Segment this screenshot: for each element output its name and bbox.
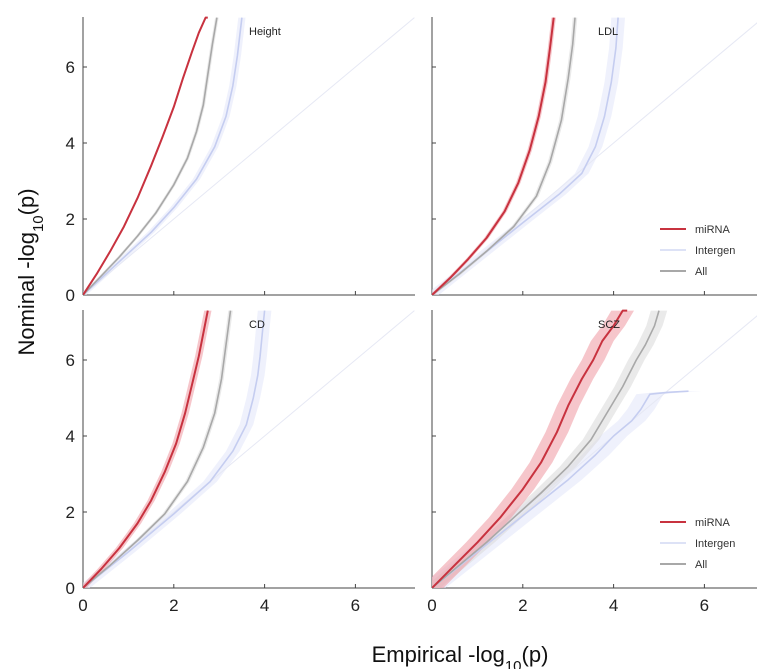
y-tick-label: 2 bbox=[66, 210, 75, 229]
ci-band-mirna bbox=[432, 17, 556, 295]
series-line-intergen bbox=[83, 310, 266, 588]
series-line-all bbox=[432, 310, 660, 588]
panel-0: 0 2 4 6 Height bbox=[66, 16, 415, 305]
series-line-intergen bbox=[432, 390, 689, 588]
ci-band-all bbox=[432, 17, 578, 295]
y-tick-label: 2 bbox=[66, 503, 75, 522]
reference-diagonal bbox=[83, 310, 415, 588]
ci-band-intergen bbox=[432, 391, 703, 588]
legend: miRNA Intergen All bbox=[660, 517, 735, 571]
y-tick-label: 6 bbox=[66, 351, 75, 370]
ci-band-all bbox=[83, 17, 219, 295]
plot-area bbox=[83, 310, 415, 588]
legend-label: All bbox=[695, 559, 707, 571]
plot-area bbox=[432, 17, 757, 295]
panel-1: LDL miRNA Intergen All bbox=[431, 17, 757, 296]
y-tick-label: 4 bbox=[66, 427, 75, 446]
x-tick-label: 0 bbox=[78, 596, 87, 615]
series-line-all bbox=[83, 17, 218, 295]
x-tick-label: 4 bbox=[260, 596, 269, 615]
series-line-mirna bbox=[83, 16, 208, 295]
ci-band-mirna bbox=[432, 310, 639, 588]
legend-label: Intergen bbox=[695, 538, 735, 550]
y-tick-label: 6 bbox=[66, 58, 75, 77]
series-line-mirna bbox=[432, 309, 628, 588]
x-tick-label: 0 bbox=[427, 596, 436, 615]
ci-band-intergen bbox=[83, 17, 246, 295]
series-line-all bbox=[83, 310, 232, 588]
series-line-mirna bbox=[432, 17, 555, 295]
plot-area bbox=[432, 309, 757, 588]
x-tick-label: 6 bbox=[351, 596, 360, 615]
y-tick-label: 4 bbox=[66, 134, 75, 153]
series-line-intergen bbox=[83, 17, 243, 295]
y-tick-label: 0 bbox=[66, 579, 75, 598]
legend-label: All bbox=[695, 266, 707, 278]
y-axis-title: Nominal -log10(p) bbox=[14, 188, 47, 355]
ci-band-intergen bbox=[432, 17, 625, 295]
legend-label: miRNA bbox=[695, 517, 730, 529]
ci-band-all bbox=[83, 310, 233, 588]
x-tick-label: 2 bbox=[518, 596, 527, 615]
x-tick-label: 6 bbox=[700, 596, 709, 615]
legend-label: miRNA bbox=[695, 224, 730, 236]
panel-2: 0 2 4 6 0 2 4 6 CD bbox=[66, 310, 415, 615]
series-line-mirna bbox=[83, 310, 209, 588]
ci-band-mirna bbox=[83, 310, 212, 588]
panel-label: CD bbox=[249, 319, 265, 331]
x-tick-label: 2 bbox=[169, 596, 178, 615]
legend: miRNA Intergen All bbox=[660, 224, 735, 278]
ci-band-all bbox=[432, 310, 668, 588]
plot-area bbox=[83, 16, 415, 295]
panel-label: SCZ bbox=[598, 319, 620, 331]
x-axis-title: Empirical -log10(p) bbox=[372, 642, 549, 669]
series-line-intergen bbox=[432, 17, 619, 295]
legend-label: Intergen bbox=[695, 245, 735, 257]
y-tick-label: 0 bbox=[66, 286, 75, 305]
reference-diagonal bbox=[432, 22, 757, 295]
panel-label: Height bbox=[249, 26, 281, 38]
x-tick-label: 4 bbox=[609, 596, 618, 615]
series-line-all bbox=[432, 17, 576, 295]
reference-diagonal bbox=[83, 17, 415, 295]
panel-3: 0 2 4 6 SCZ miRNA Intergen All bbox=[427, 309, 757, 615]
panel-label: LDL bbox=[598, 26, 618, 38]
